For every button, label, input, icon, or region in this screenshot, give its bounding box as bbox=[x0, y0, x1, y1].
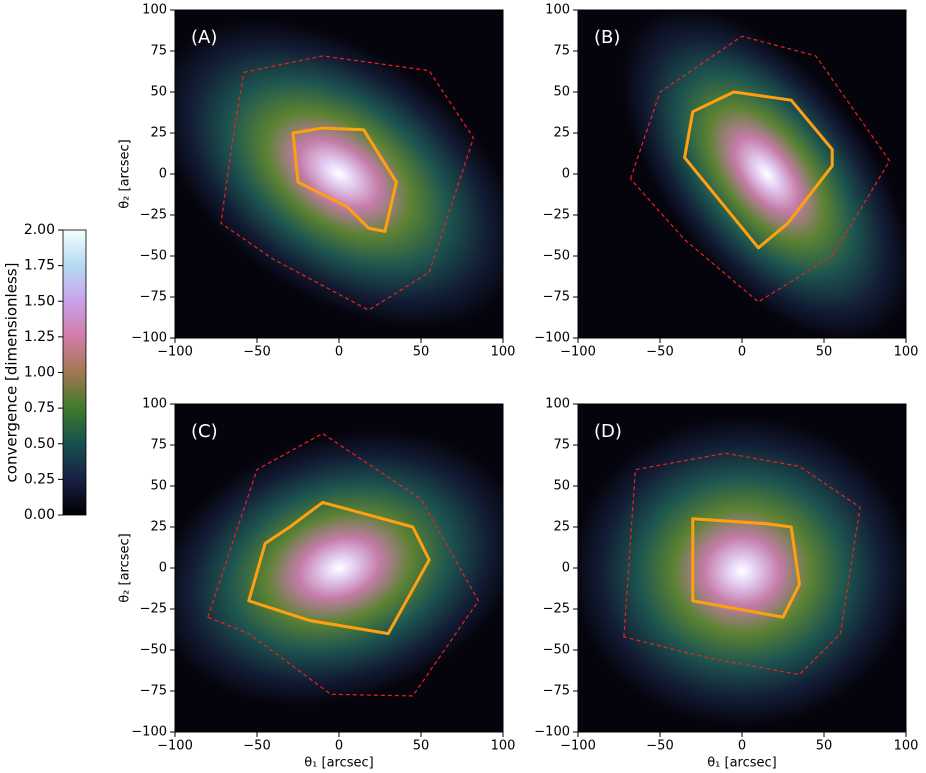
region-boundary bbox=[683, 90, 834, 250]
x-axis-label: θ₁ [arcsec] bbox=[304, 756, 374, 771]
y-tick-label: 100 bbox=[545, 397, 570, 412]
y-tick-label: 0 bbox=[562, 167, 570, 182]
region-boundary bbox=[247, 500, 431, 636]
region-outline bbox=[623, 452, 861, 676]
y-tick-label: 100 bbox=[545, 3, 570, 18]
y-tick-label: −75 bbox=[543, 684, 570, 699]
colorbar-tick-label: 0.25 bbox=[24, 471, 55, 487]
y-tick-label: 0 bbox=[562, 561, 570, 576]
x-tick-label: −100 bbox=[560, 345, 596, 360]
x-tick-label: 50 bbox=[816, 739, 833, 754]
plot-area bbox=[175, 10, 503, 338]
x-tick-label: −100 bbox=[157, 739, 193, 754]
y-tick-label: −100 bbox=[131, 331, 167, 346]
x-tick-label: 0 bbox=[738, 739, 746, 754]
x-tick-label: 50 bbox=[413, 739, 430, 754]
colorbar-tick-label: 1.50 bbox=[24, 293, 55, 309]
convergence-map bbox=[578, 415, 906, 728]
colorbar-tick-label: 0.75 bbox=[24, 400, 55, 416]
y-tick-label: −50 bbox=[543, 643, 570, 658]
x-tick-label: −50 bbox=[646, 739, 673, 754]
y-tick-label: −50 bbox=[140, 249, 167, 264]
region-boundary bbox=[691, 517, 801, 619]
y-tick-label: 50 bbox=[150, 85, 167, 100]
panel-label: (A) bbox=[191, 27, 217, 48]
y-tick-label: −25 bbox=[140, 208, 167, 223]
panel-label: (C) bbox=[191, 421, 218, 442]
y-tick-label: −50 bbox=[140, 643, 167, 658]
colorbar-tick-label: 1.00 bbox=[24, 365, 55, 381]
region-outline bbox=[629, 35, 891, 303]
y-tick-label: 75 bbox=[150, 438, 167, 453]
y-tick-label: −50 bbox=[543, 249, 570, 264]
y-tick-label: 100 bbox=[142, 3, 167, 18]
x-tick-label: −100 bbox=[157, 345, 193, 360]
convergence-map bbox=[175, 19, 503, 329]
x-tick-label: 0 bbox=[335, 345, 343, 360]
y-tick-label: 50 bbox=[553, 479, 570, 494]
region-boundary bbox=[291, 126, 398, 233]
y-tick-label: −75 bbox=[140, 684, 167, 699]
plot-area bbox=[175, 404, 503, 732]
x-tick-label: −50 bbox=[243, 739, 270, 754]
y-tick-label: 75 bbox=[553, 438, 570, 453]
plot-area bbox=[578, 404, 906, 732]
y-tick-label: 0 bbox=[159, 561, 167, 576]
y-tick-label: −75 bbox=[543, 290, 570, 305]
x-tick-label: −100 bbox=[560, 739, 596, 754]
y-tick-label: −25 bbox=[140, 602, 167, 617]
x-tick-label: 0 bbox=[738, 345, 746, 360]
x-tick-label: 0 bbox=[335, 739, 343, 754]
y-tick-label: 75 bbox=[553, 44, 570, 59]
y-tick-label: −100 bbox=[534, 725, 570, 740]
y-tick-label: 25 bbox=[150, 520, 167, 535]
colorbar bbox=[62, 229, 87, 516]
x-tick-label: 100 bbox=[491, 345, 516, 360]
convergence-map bbox=[621, 10, 906, 338]
y-tick-label: 100 bbox=[142, 397, 167, 412]
panel-label: (D) bbox=[594, 421, 622, 442]
x-tick-label: 100 bbox=[894, 739, 919, 754]
y-tick-label: 75 bbox=[150, 44, 167, 59]
x-axis-label: θ₁ [arcsec] bbox=[707, 756, 777, 771]
y-tick-label: 25 bbox=[553, 126, 570, 141]
y-tick-label: −25 bbox=[543, 208, 570, 223]
y-tick-label: 50 bbox=[553, 85, 570, 100]
colorbar-tick-label: 0.00 bbox=[24, 507, 55, 523]
y-tick-label: 50 bbox=[150, 479, 167, 494]
x-tick-label: 100 bbox=[491, 739, 516, 754]
y-tick-label: −100 bbox=[131, 725, 167, 740]
x-tick-label: −50 bbox=[243, 345, 270, 360]
x-tick-label: −50 bbox=[646, 345, 673, 360]
y-tick-label: −25 bbox=[543, 602, 570, 617]
y-tick-label: 25 bbox=[150, 126, 167, 141]
y-tick-label: 25 bbox=[553, 520, 570, 535]
region-outline bbox=[207, 432, 479, 697]
region-outline bbox=[220, 55, 475, 311]
x-tick-label: 50 bbox=[413, 345, 430, 360]
y-axis-label: θ₂ [arcsec] bbox=[118, 533, 133, 603]
colorbar-tick-label: 0.50 bbox=[24, 436, 55, 452]
colorbar-tick-label: 1.75 bbox=[24, 258, 55, 274]
plot-area bbox=[578, 10, 906, 338]
y-tick-label: −75 bbox=[140, 290, 167, 305]
y-tick-label: 0 bbox=[159, 167, 167, 182]
convergence-map bbox=[175, 430, 503, 706]
colorbar-label: convergence [dimensionless] bbox=[3, 263, 21, 483]
y-axis-label: θ₂ [arcsec] bbox=[118, 139, 133, 209]
x-tick-label: 100 bbox=[894, 345, 919, 360]
colorbar-tick-label: 2.00 bbox=[24, 222, 55, 238]
y-tick-label: −100 bbox=[534, 331, 570, 346]
x-tick-label: 50 bbox=[816, 345, 833, 360]
panel-label: (B) bbox=[594, 27, 620, 48]
colorbar-tick-label: 1.25 bbox=[24, 329, 55, 345]
